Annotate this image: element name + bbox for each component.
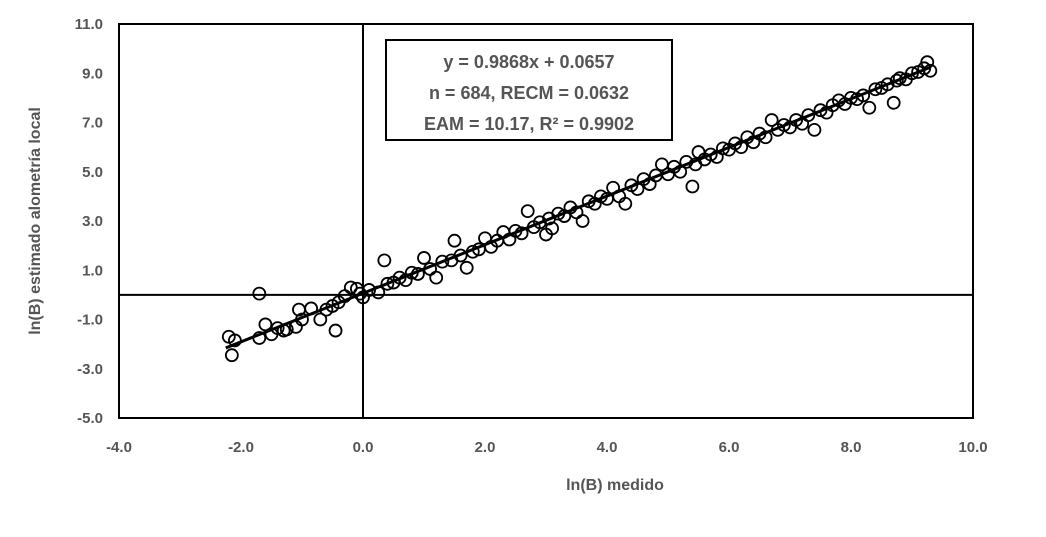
y-tick-label: 11.0 xyxy=(75,16,103,33)
data-point xyxy=(313,312,328,327)
data-point xyxy=(777,118,791,132)
data-point xyxy=(459,260,474,275)
equation-box: y = 0.9868x + 0.0657 n = 684, RECM = 0.0… xyxy=(385,39,673,141)
trend-line xyxy=(225,65,931,350)
x-tick-label: 0.0 xyxy=(353,439,374,456)
data-point xyxy=(801,108,816,123)
y-tick-label: -3.0 xyxy=(77,361,103,378)
y-tick-label: 7.0 xyxy=(82,115,103,132)
equation-line-3: EAM = 10.17, R² = 0.9902 xyxy=(424,114,634,134)
data-point xyxy=(703,147,718,162)
x-tick-label: 8.0 xyxy=(841,439,862,456)
reference-lines xyxy=(119,24,973,418)
x-tick-label: 2.0 xyxy=(475,439,496,456)
data-point xyxy=(447,233,462,248)
data-point xyxy=(545,221,559,236)
data-point xyxy=(685,179,700,194)
data-point xyxy=(429,270,444,285)
data-point xyxy=(764,113,779,127)
y-tick-label: -5.0 xyxy=(77,410,103,427)
data-point xyxy=(224,348,239,363)
y-axis-title: ln(B) estimado alometría local xyxy=(27,107,44,335)
data-point xyxy=(258,317,273,332)
data-point xyxy=(862,100,877,115)
data-point xyxy=(520,204,535,219)
y-tick-label: 1.0 xyxy=(82,262,103,279)
x-axis-title: ln(B) medido xyxy=(566,477,664,494)
y-tick-label: -1.0 xyxy=(77,312,103,329)
data-point xyxy=(328,323,343,338)
data-point xyxy=(618,196,633,211)
data-points xyxy=(221,55,938,363)
y-axis-ticks: -5.0 -3.0 -1.0 1.0 3.0 5.0 7.0 9.0 11.0 xyxy=(75,16,103,427)
y-tick-label: 3.0 xyxy=(82,213,103,230)
x-tick-label: -4.0 xyxy=(106,439,132,456)
data-point xyxy=(807,122,822,137)
data-point xyxy=(252,286,267,301)
equation-box-frame xyxy=(385,39,673,141)
x-tick-label: -2.0 xyxy=(228,439,254,456)
data-point xyxy=(377,253,392,268)
x-tick-label: 4.0 xyxy=(597,439,618,456)
y-tick-label: 9.0 xyxy=(82,65,103,82)
data-point xyxy=(533,215,547,230)
equation-line-1: y = 0.9868x + 0.0657 xyxy=(443,52,614,72)
data-point xyxy=(380,276,395,291)
equation-line-2: n = 684, RECM = 0.0632 xyxy=(429,83,629,103)
data-point xyxy=(575,214,590,228)
y-tick-label: 5.0 xyxy=(82,164,103,181)
data-point xyxy=(889,73,904,88)
x-tick-label: 6.0 xyxy=(719,439,740,456)
regression-line xyxy=(225,65,931,350)
data-point xyxy=(417,251,431,265)
plot-area-frame xyxy=(118,23,974,419)
x-axis-ticks: -4.0 -2.0 0.0 2.0 4.0 6.0 8.0 10.0 xyxy=(106,439,988,456)
data-point xyxy=(435,254,450,269)
data-point xyxy=(880,77,895,92)
data-point xyxy=(868,82,883,97)
data-point xyxy=(886,95,901,110)
x-tick-label: 10.0 xyxy=(958,439,987,456)
data-point xyxy=(343,280,358,295)
